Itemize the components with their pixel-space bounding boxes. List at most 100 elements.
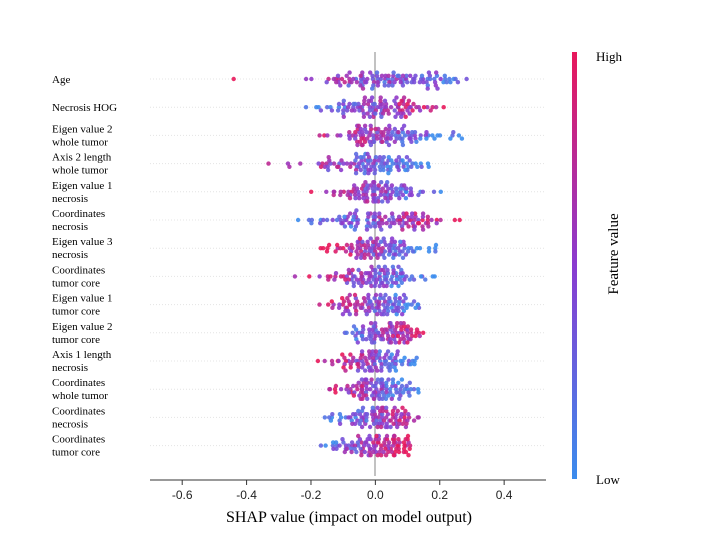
shap-point — [326, 242, 332, 248]
shap-point — [360, 337, 366, 342]
shap-point — [400, 405, 405, 410]
shap-point — [359, 377, 365, 382]
shap-point — [336, 164, 341, 169]
shap-point — [355, 440, 361, 445]
shap-point — [368, 321, 374, 326]
shap-point — [451, 130, 456, 135]
shap-point — [385, 199, 390, 204]
shap-point — [441, 80, 446, 85]
shap-point — [377, 308, 382, 314]
shap-point — [314, 105, 319, 110]
shap-point — [352, 443, 358, 448]
shap-point — [367, 105, 372, 110]
shap-point — [401, 123, 407, 128]
shap-point — [426, 224, 431, 229]
shap-point — [342, 80, 347, 85]
shap-point — [365, 396, 370, 401]
shap-point — [365, 239, 370, 244]
shap-point — [390, 330, 395, 335]
shap-point — [357, 139, 363, 144]
shap-point — [397, 296, 402, 301]
shap-point — [394, 158, 399, 163]
shap-point — [354, 277, 359, 282]
shap-point — [378, 98, 383, 104]
shap-point — [349, 440, 355, 445]
shap-point — [341, 114, 346, 120]
shap-point — [379, 365, 384, 370]
colorbar-low-label: Low — [596, 472, 620, 487]
shap-point — [388, 340, 394, 345]
shap-point — [390, 380, 396, 385]
shap-point — [379, 73, 385, 79]
shap-point — [383, 396, 389, 401]
shap-point — [395, 333, 401, 339]
shap-point — [353, 171, 359, 176]
shap-point — [326, 76, 331, 82]
shap-point — [380, 186, 385, 191]
shap-point — [394, 136, 399, 141]
feature-label-line: whole tumor — [52, 136, 108, 148]
shap-point — [370, 305, 375, 310]
shap-point — [378, 292, 383, 298]
shap-point — [370, 86, 375, 91]
shap-point — [369, 377, 374, 382]
shap-point — [379, 377, 385, 382]
shap-point — [457, 217, 462, 223]
shap-point — [386, 171, 391, 176]
shap-point — [356, 443, 361, 448]
shap-point — [359, 390, 364, 395]
shap-point — [401, 214, 407, 219]
shap-point — [380, 221, 385, 226]
shap-point — [363, 368, 368, 373]
shap-point — [379, 337, 384, 342]
shap-point — [434, 221, 439, 226]
shap-point — [287, 164, 292, 169]
shap-point — [372, 224, 378, 229]
shap-point — [357, 236, 363, 241]
shap-point — [343, 368, 348, 373]
shap-point — [331, 161, 337, 166]
shap-point — [385, 349, 391, 354]
shap-point — [396, 167, 401, 173]
shap-point — [336, 305, 342, 310]
shap-point — [371, 277, 376, 282]
shap-point — [338, 167, 344, 173]
shap-point — [397, 299, 402, 304]
shap-point — [365, 211, 371, 216]
shap-point — [342, 449, 347, 455]
shap-point — [368, 123, 373, 128]
shap-point — [413, 333, 418, 339]
shap-point — [317, 302, 322, 307]
shap-point — [334, 446, 339, 451]
shap-point — [407, 277, 412, 282]
shap-point — [349, 221, 354, 226]
shap-point — [369, 283, 374, 289]
shap-point — [405, 249, 411, 254]
shap-point — [292, 274, 298, 279]
shap-point — [374, 136, 380, 141]
shap-point — [398, 321, 403, 326]
shap-point — [366, 305, 372, 310]
shap-point — [396, 214, 402, 219]
x-tick-label: 0.4 — [496, 488, 513, 502]
shap-point — [438, 217, 443, 223]
shap-point — [404, 305, 409, 310]
shap-point — [369, 95, 375, 100]
shap-point — [397, 418, 402, 423]
shap-point — [359, 424, 365, 430]
shap-point — [411, 101, 416, 107]
shap-point — [303, 105, 309, 110]
shap-point — [418, 136, 423, 141]
shap-point — [401, 239, 406, 244]
shap-point — [375, 424, 380, 430]
shap-point — [380, 396, 385, 401]
shap-point — [407, 136, 412, 141]
shap-point — [390, 83, 395, 88]
shap-point — [352, 292, 358, 298]
shap-point — [382, 264, 388, 269]
shap-point — [407, 393, 412, 398]
feature-label-line: whole tumor — [52, 165, 108, 177]
shap-point — [386, 440, 392, 445]
shap-point — [361, 192, 366, 198]
